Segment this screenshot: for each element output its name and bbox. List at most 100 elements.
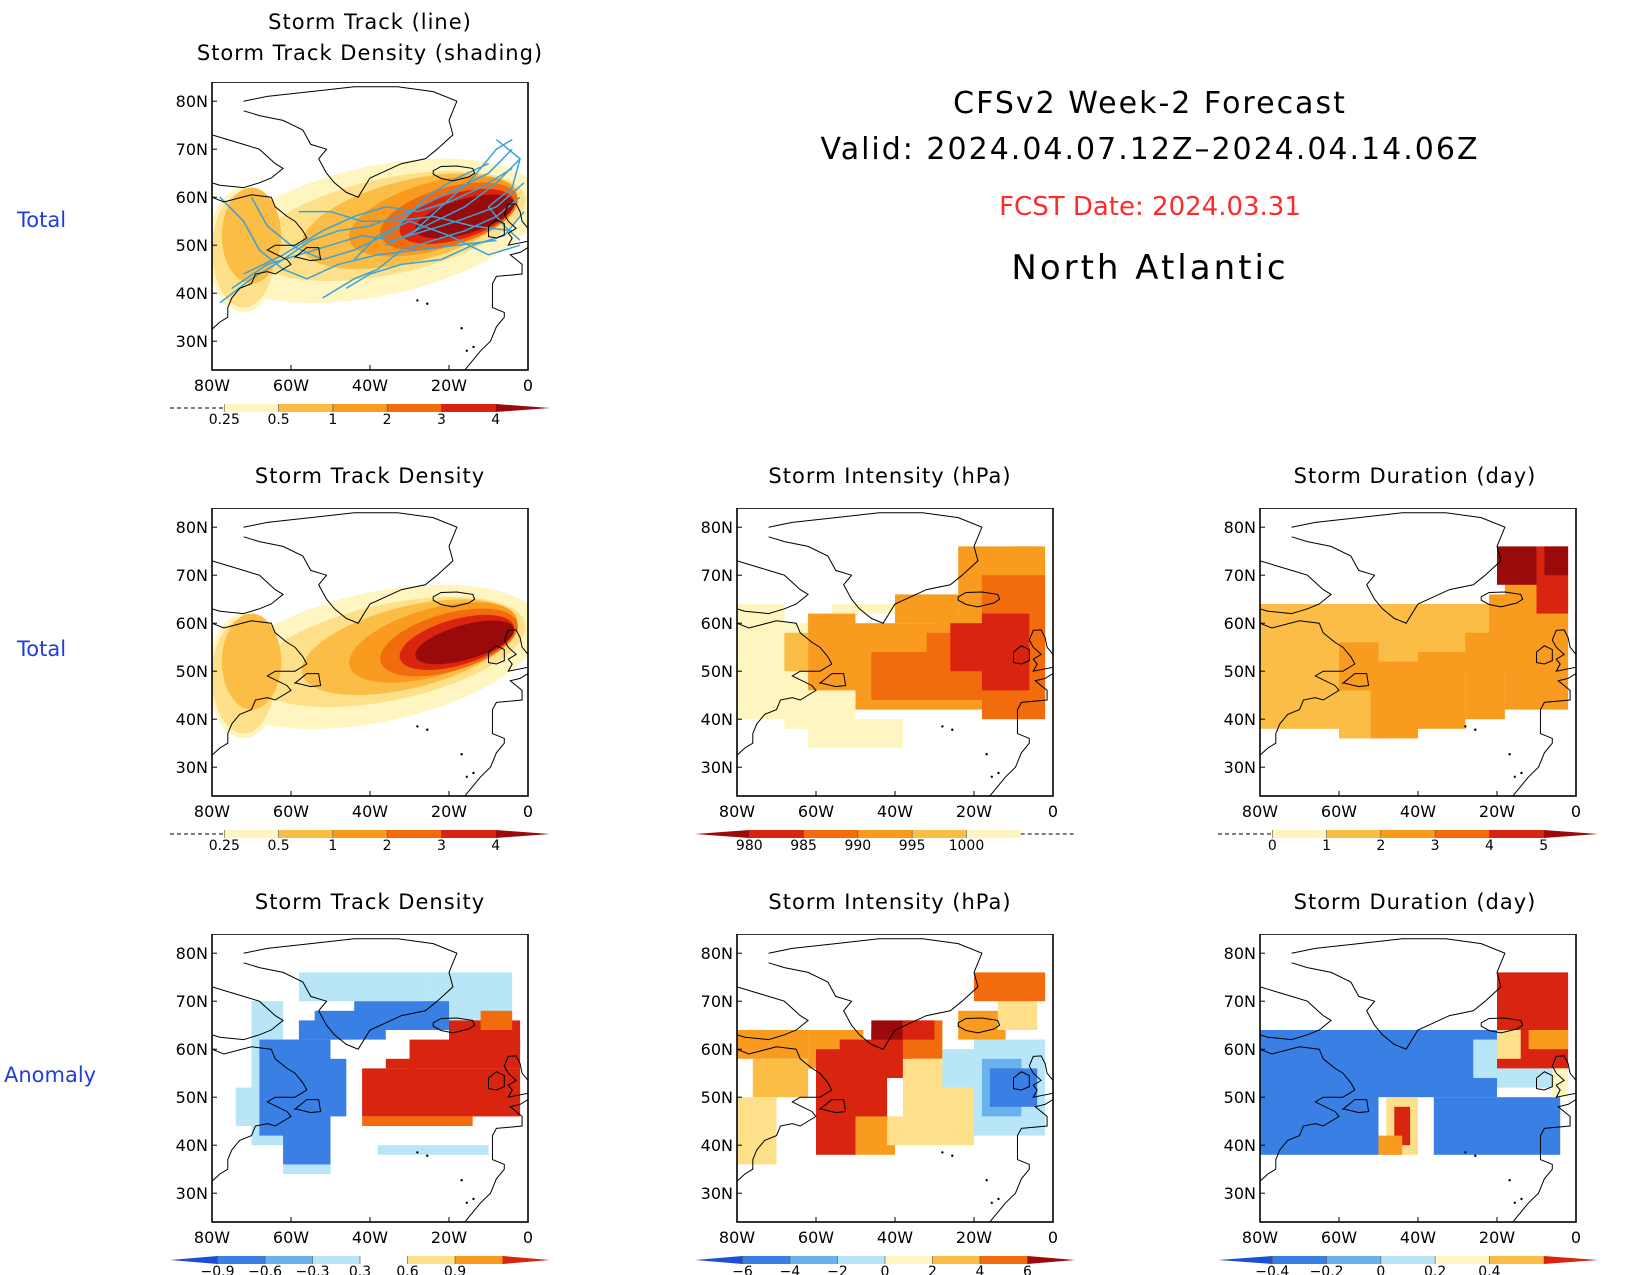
storm-track-line [345, 211, 525, 290]
colorbar-duration-anom: −0.4 −0.2 0 0.2 0.4 [1218, 1256, 1598, 1275]
island [1508, 753, 1511, 756]
colorbar-segment [387, 404, 442, 412]
colorbar-segment [790, 1256, 838, 1264]
colorbar-label: −4 [780, 1264, 801, 1275]
island [1464, 725, 1467, 728]
colorbar-label: 0.9 [444, 1264, 466, 1275]
lon-tick-label: 80W [194, 802, 230, 818]
colorbar-segment [803, 830, 858, 838]
grid-cell [902, 1020, 935, 1040]
island [990, 1201, 993, 1204]
lon-tick-label: 40W [352, 802, 388, 818]
lat-tick-label: 40N [176, 1136, 208, 1155]
storm-track-line [219, 148, 513, 304]
colorbar-segment [912, 830, 967, 838]
coastline-europe-africa [989, 673, 1053, 796]
coastline-north-america [1260, 620, 1356, 756]
coastline-newfoundland [1342, 1099, 1370, 1114]
island [951, 1154, 954, 1157]
coastline-britain [503, 203, 528, 246]
grid-cell [808, 690, 856, 748]
lat-tick-label: 30N [176, 1184, 208, 1203]
map-intensity-anom: 80N 70N 60N 50N 40N 30N 80W 60W 40W 20W 0 [701, 934, 1058, 1244]
colorbar-segment [1435, 1256, 1490, 1264]
island [472, 771, 475, 775]
lon-tick-label: 60W [798, 1228, 834, 1244]
lat-tick-label: 80N [176, 944, 208, 963]
colorbar-label: 4 [491, 838, 500, 854]
lat-tick-label: 40N [701, 1136, 733, 1155]
island [426, 302, 429, 305]
lon-tick-label: 0 [1048, 1228, 1058, 1244]
coastline-ireland [1536, 645, 1553, 665]
lat-tick-label: 60N [1224, 1040, 1256, 1059]
coastline-britain [503, 629, 528, 672]
colorbar-label: 3 [1431, 838, 1440, 854]
grid-cell [1465, 632, 1505, 720]
colorbar-label: −6 [732, 1264, 753, 1275]
colorbar-density-anom: −0.9 −0.6 −0.3 0.3 0.6 0.9 [170, 1256, 550, 1275]
grid-cell [1378, 1030, 1458, 1098]
colorbar-label: 0 [881, 1264, 890, 1275]
coastline-ireland [488, 1071, 505, 1091]
storm-track-line [385, 158, 521, 246]
colorbar-track-line: 0.25 0.5 1 2 3 4 [170, 404, 550, 428]
colorbar-segment [224, 404, 279, 412]
colorbar-segment [1380, 830, 1436, 838]
lon-tick-label: 20W [956, 1228, 992, 1244]
island [1520, 1197, 1523, 1201]
grid-cell [1489, 594, 1521, 643]
coastline-north-america [212, 1046, 308, 1182]
colorbar-label: 0.2 [1424, 1264, 1446, 1275]
grid-cell [942, 1049, 974, 1088]
colorbar-segment [1326, 830, 1381, 838]
map-layer [737, 512, 1053, 796]
lon-tick-label: 20W [1479, 802, 1515, 818]
island [990, 775, 993, 778]
colorbar-segment [749, 830, 804, 838]
map-density-total: 80N 70N 60N 50N 40N 30N 80W 60W 40W 20W 0 [176, 508, 533, 818]
lat-tick-label: 50N [176, 236, 208, 255]
grid-cell [958, 1010, 1006, 1040]
coastline-baffin [212, 986, 284, 1041]
lon-tick-label: 20W [1479, 1228, 1515, 1244]
colorbar-label: −0.4 [1255, 1264, 1289, 1275]
colorbar-segment [441, 830, 496, 838]
grid-cell [752, 1058, 809, 1098]
colorbar-label: 0 [1376, 1264, 1385, 1275]
island [997, 1197, 1000, 1201]
island [416, 299, 419, 302]
colorbar-segment [1489, 830, 1544, 838]
colorbar-segment [224, 830, 279, 838]
coastline-britain [1028, 1055, 1053, 1098]
lat-tick-label: 60N [701, 1040, 733, 1059]
coastline-baffin [1260, 560, 1332, 615]
colorbar-label: 4 [1485, 838, 1494, 854]
coastline-ireland [488, 645, 505, 665]
fcst-date: FCST Date: 2024.03.31 [999, 192, 1301, 222]
colorbar-label: 4 [976, 1264, 985, 1275]
colorbar-label: 6 [1023, 1264, 1032, 1275]
grid-cell [385, 1058, 418, 1069]
lat-tick-label: 50N [701, 1088, 733, 1107]
lat-tick-label: 60N [701, 614, 733, 633]
colorbar-label: 4 [491, 412, 500, 428]
coastline-greenland [243, 512, 458, 624]
lat-tick-label: 40N [701, 710, 733, 729]
coastline-europe-africa [1512, 1099, 1576, 1222]
panel-title-intensity-anom: Storm Intensity (hPa) [768, 890, 1012, 914]
colorbar-label: 3 [437, 412, 446, 428]
lat-tick-label: 40N [176, 710, 208, 729]
grid-cell [871, 1020, 903, 1040]
grid-cell [1544, 546, 1569, 576]
map-duration-total: 80N 70N 60N 50N 40N 30N 80W 60W 40W 20W 0 [1224, 508, 1581, 818]
grid-cell [871, 652, 927, 700]
coastline-greenland [1291, 938, 1506, 1050]
lat-tick-label: 60N [176, 188, 208, 207]
map-layer [1260, 512, 1576, 796]
grid-cell [362, 1068, 521, 1117]
lat-tick-label: 80N [1224, 518, 1256, 537]
coastline-north-america [737, 620, 833, 756]
coastline-north-america [737, 1046, 833, 1182]
colorbar-label: 990 [844, 838, 871, 854]
